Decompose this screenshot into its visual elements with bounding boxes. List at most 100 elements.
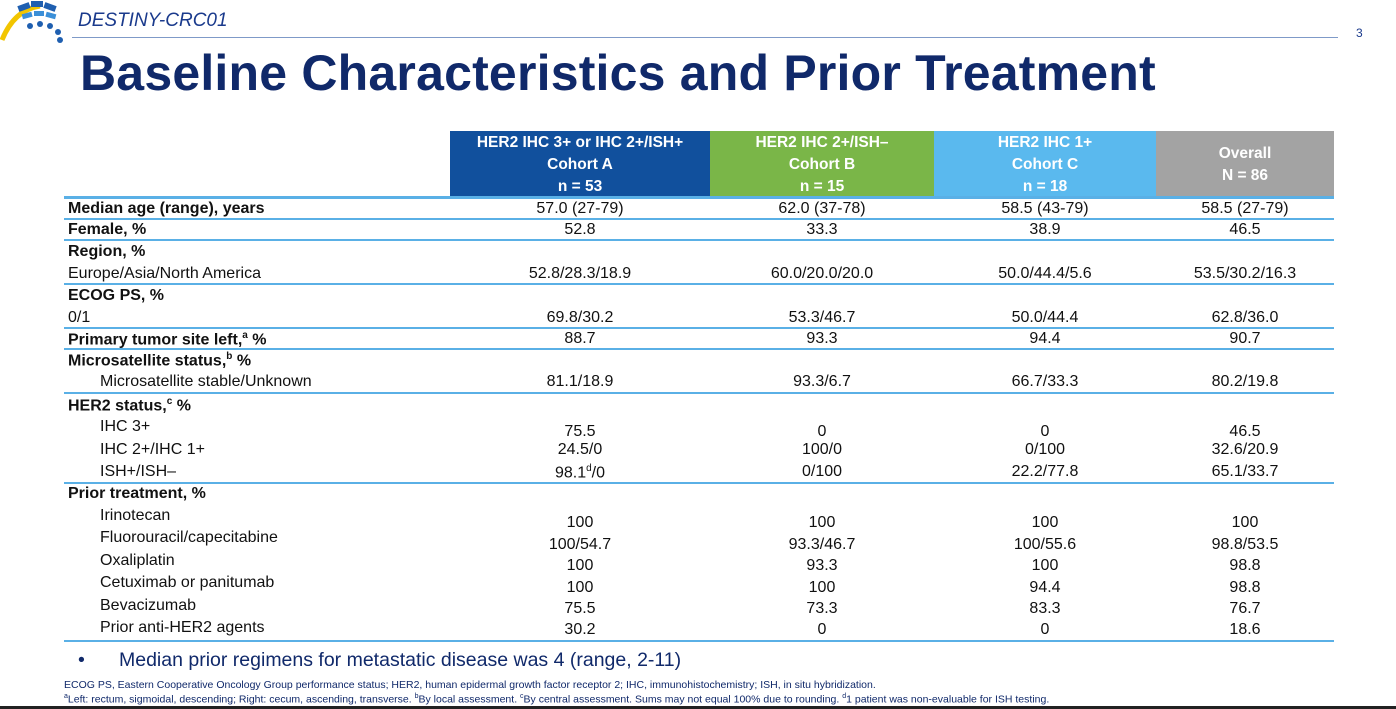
- column-header-line: HER2 IHC 3+ or IHC 2+/ISH+: [476, 133, 684, 151]
- footnote-marker: d: [842, 693, 847, 700]
- footnote-marker: a: [242, 330, 248, 341]
- column-header-line: N = 86: [1221, 166, 1269, 184]
- table-separator: [64, 392, 1334, 394]
- cell-cohort-c: 83.3: [1029, 600, 1061, 617]
- column-header-line: n = 18: [1022, 177, 1068, 195]
- cell-cohort-c: 100: [1031, 557, 1059, 574]
- cell-cohort-a: 69.8/30.2: [546, 309, 614, 326]
- table-separator: [64, 239, 1334, 241]
- row-label: ECOG PS, %: [68, 287, 165, 304]
- bottom-border: [0, 706, 1396, 709]
- cell-cohort-c: 66.7/33.3: [1011, 373, 1079, 390]
- cell-overall: 100: [1231, 514, 1259, 531]
- cell-cohort-b: 93.3/6.7: [793, 373, 851, 390]
- cell-cohort-c: 58.5 (43-79): [1001, 200, 1089, 217]
- cell-cohort-b: 100/0: [801, 441, 843, 458]
- bullet-marker: •: [78, 649, 85, 671]
- footnote-definitions: aLeft: rectum, sigmoidal, descending; Ri…: [64, 693, 1049, 706]
- row-sub-label: IHC 2+/IHC 1+: [100, 441, 205, 458]
- cell-cohort-c: 22.2/77.8: [1011, 463, 1079, 480]
- row-label: Prior treatment, %: [68, 485, 206, 502]
- row-label-suffix: %: [247, 331, 267, 349]
- conference-logo-icon: [0, 0, 70, 44]
- cell-overall: 46.5: [1229, 221, 1261, 238]
- row-label: Median age (range), years: [68, 200, 265, 217]
- cell-cohort-c: 0: [1040, 423, 1050, 440]
- table-separator: [64, 348, 1334, 350]
- footnote-marker: a: [64, 693, 68, 700]
- cell-cohort-a: 57.0 (27-79): [536, 200, 624, 217]
- cell-cohort-b: 0/100: [801, 463, 843, 480]
- row-sub-label: Fluorouracil/capecitabine: [100, 529, 278, 546]
- row-sub-label: Microsatellite stable/Unknown: [100, 373, 312, 390]
- cell-overall: 53.5/30.2/16.3: [1193, 265, 1297, 282]
- cell-overall: 98.8: [1229, 557, 1261, 574]
- cell-cohort-b: 0: [817, 423, 827, 440]
- cell-overall: 76.7: [1229, 600, 1261, 617]
- cell-cohort-a: 98.1d/0: [450, 463, 710, 482]
- column-header-line: n = 15: [799, 177, 845, 195]
- row-sub-label: Irinotecan: [100, 507, 171, 524]
- table-separator: [64, 218, 1334, 220]
- footnote-text: Left: rectum, sigmoidal, descending; Rig…: [67, 693, 415, 706]
- row-sub-label: Bevacizumab: [100, 597, 197, 614]
- cell-cohort-b: 93.3: [806, 330, 838, 347]
- footnote-abbreviations: ECOG PS, Eastern Cooperative Oncology Gr…: [64, 679, 876, 691]
- cell-cohort-b: 0: [817, 621, 827, 638]
- footnote-marker: b: [414, 693, 419, 700]
- cell-overall: 46.5: [1229, 423, 1261, 440]
- column-header-cohort-c: HER2 IHC 1+ Cohort C n = 18: [934, 131, 1156, 198]
- cell-cohort-a: 24.5/0: [557, 441, 603, 458]
- study-name: DESTINY-CRC01: [78, 10, 228, 31]
- cell-cohort-c: 38.9: [1029, 221, 1061, 238]
- row-label-suffix: %: [172, 397, 191, 415]
- footnote-text: By central assessment. Sums may not equa…: [523, 693, 843, 706]
- cell-cohort-b: 100: [808, 514, 836, 531]
- page-number: 3: [1356, 26, 1363, 40]
- header-divider: [72, 37, 1338, 38]
- column-header-line: Overall: [1218, 144, 1272, 162]
- footnote-marker: c: [520, 693, 524, 700]
- cell-cohort-c: 100: [1031, 514, 1059, 531]
- cell-cohort-c: 94.4: [1029, 579, 1061, 596]
- cell-cohort-c: 0/100: [1024, 441, 1066, 458]
- table-separator: [64, 640, 1334, 642]
- cell-cohort-a: 100: [566, 514, 594, 531]
- row-sub-label: 0/1: [68, 309, 91, 326]
- row-label: Region, %: [68, 243, 146, 260]
- cell-cohort-a: 100/54.7: [548, 536, 612, 553]
- cell-overall: 80.2/19.8: [1211, 373, 1279, 390]
- cell-cohort-c: 50.0/44.4: [1011, 309, 1079, 326]
- cell-overall: 98.8/53.5: [1211, 536, 1279, 553]
- cell-value-suffix: /0: [591, 464, 606, 482]
- table-separator: [64, 327, 1334, 329]
- cell-overall: 98.8: [1229, 579, 1261, 596]
- row-sub-label: Europe/Asia/North America: [68, 265, 261, 282]
- table-separator: [64, 283, 1334, 285]
- column-header-line: Cohort B: [788, 155, 856, 173]
- cell-overall: 90.7: [1229, 330, 1261, 347]
- row-label-text: HER2 status,: [68, 397, 167, 415]
- cell-cohort-c: 94.4: [1029, 330, 1061, 347]
- cell-overall: 58.5 (27-79): [1201, 200, 1289, 217]
- cell-cohort-a: 81.1/18.9: [546, 373, 614, 390]
- column-header-overall: Overall N = 86: [1156, 131, 1334, 198]
- footnote-text: By local assessment.: [418, 693, 521, 706]
- cell-cohort-c: 0: [1040, 621, 1050, 638]
- cell-cohort-c: 100/55.6: [1013, 536, 1077, 553]
- table-separator: [64, 482, 1334, 484]
- cell-cohort-a: 75.5: [564, 600, 596, 617]
- cell-cohort-b: 60.0/20.0/20.0: [770, 265, 874, 282]
- cell-overall: 62.8/36.0: [1211, 309, 1279, 326]
- cell-cohort-b: 93.3/46.7: [788, 536, 856, 553]
- table-separator: [64, 196, 1334, 199]
- row-label-text: Primary tumor site left,: [68, 331, 243, 349]
- column-header-line: n = 53: [557, 177, 603, 195]
- cell-cohort-b: 100: [808, 579, 836, 596]
- column-header-line: Cohort A: [547, 155, 613, 173]
- row-label: Female, %: [68, 221, 147, 238]
- column-header-cohort-b: HER2 IHC 2+/ISH– Cohort B n = 15: [710, 131, 934, 198]
- cell-cohort-b: 53.3/46.7: [788, 309, 856, 326]
- cell-cohort-a: 100: [566, 557, 594, 574]
- row-label-suffix: %: [232, 352, 252, 370]
